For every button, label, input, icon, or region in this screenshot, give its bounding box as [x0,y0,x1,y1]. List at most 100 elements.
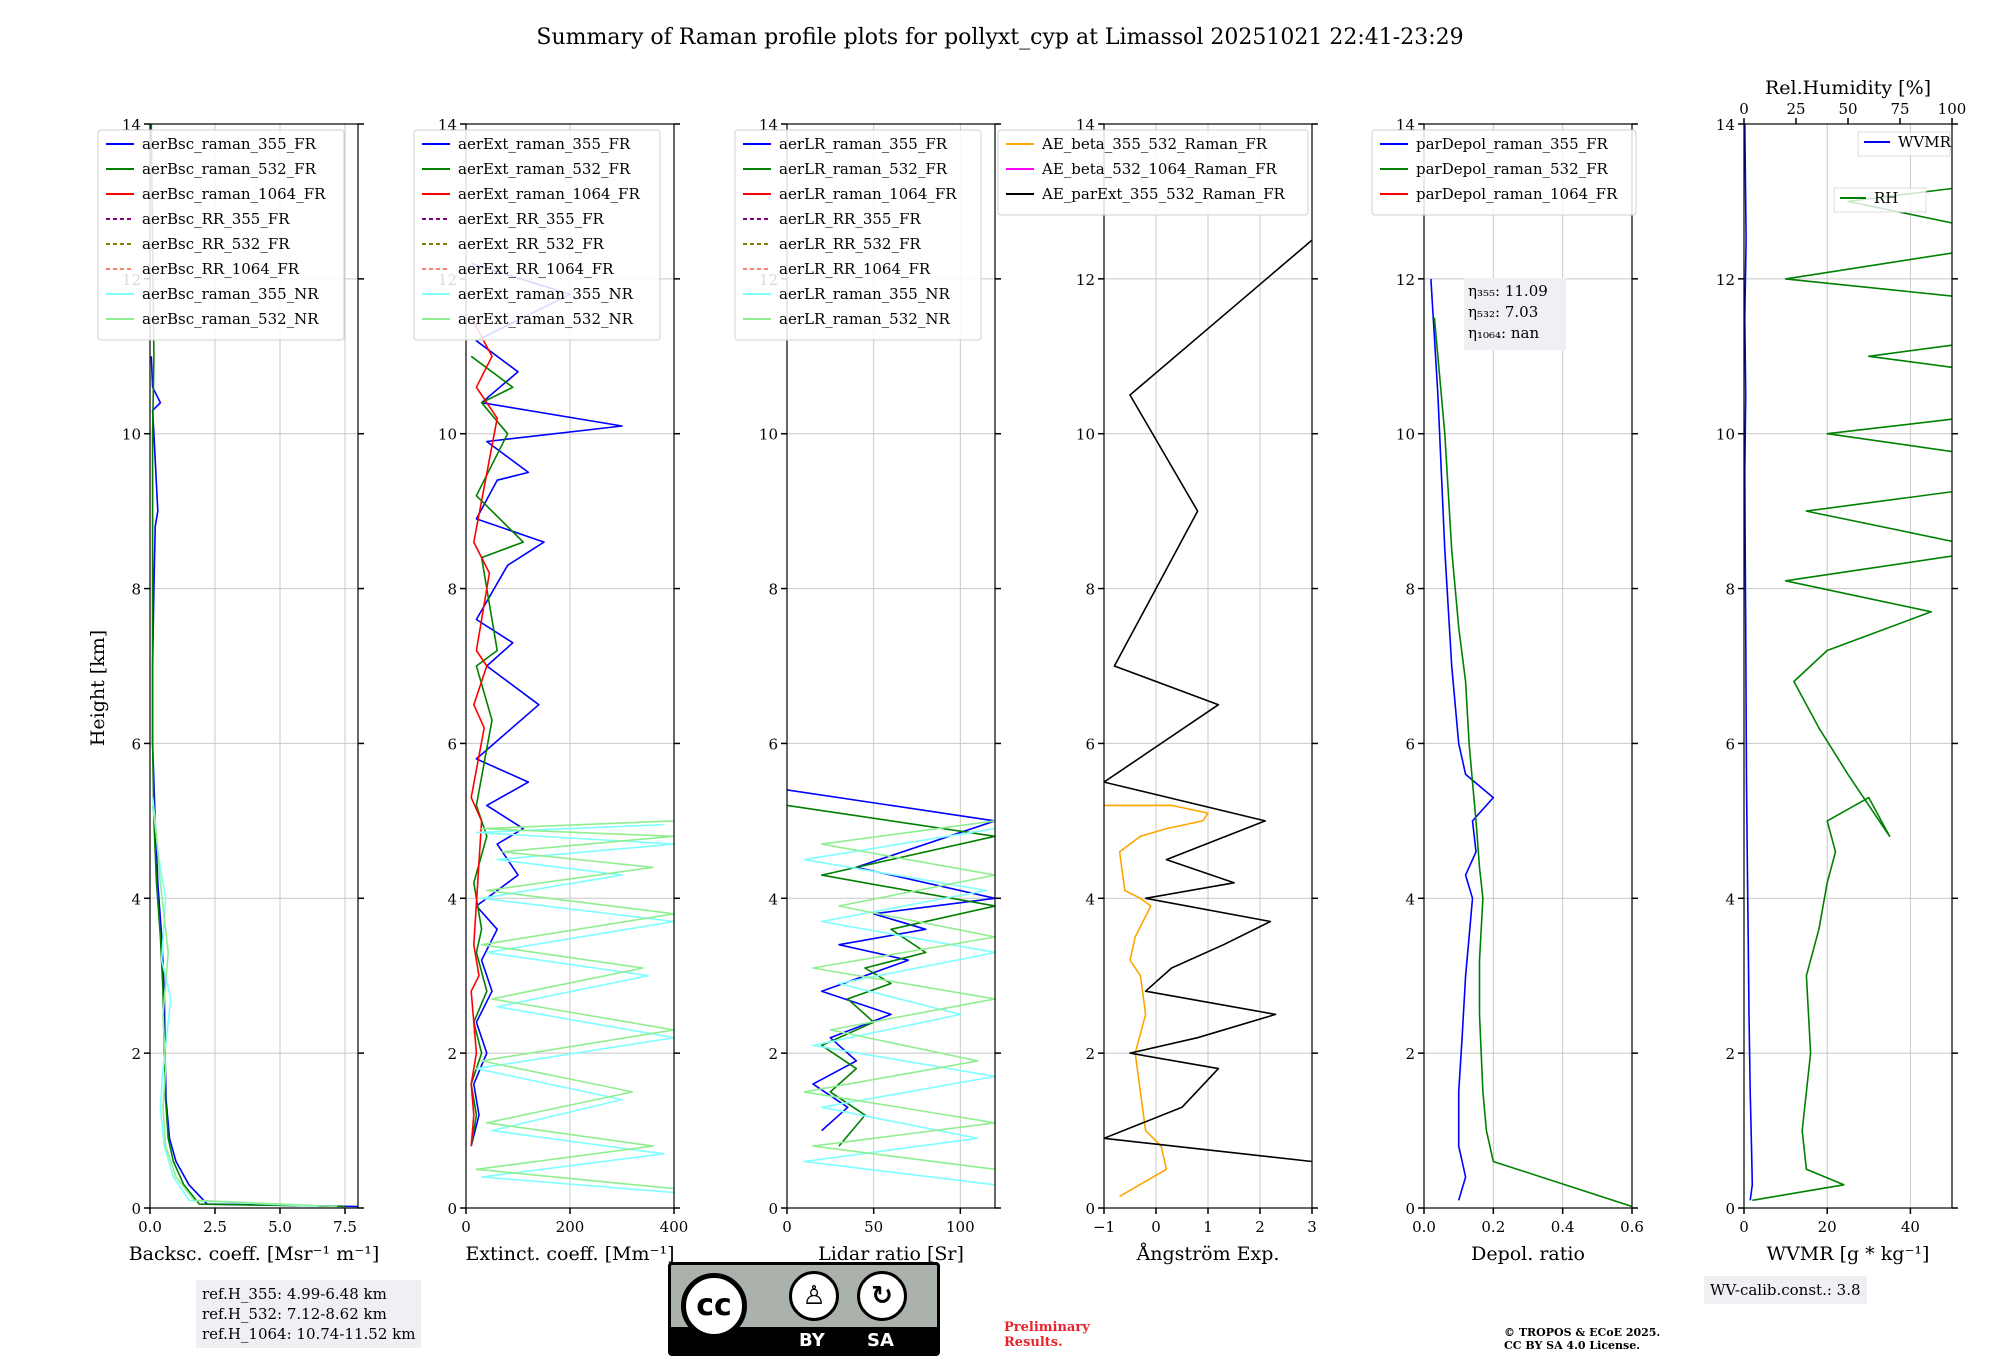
wv-top-x-tick-label: 100 [1938,100,1967,118]
legend-label-aerBsc_RR_532_FR: aerBsc_RR_532_FR [142,235,290,253]
series-WVMR [1744,124,1754,1201]
legend-label-aerLR_RR_355_FR: aerLR_RR_355_FR [779,210,921,228]
bsc-y-tick-label: 0 [131,1200,141,1218]
legend-label-aerBsc_raman_355_NR: aerBsc_raman_355_NR [142,285,319,303]
wv-top-x-tick-label: 0 [1739,100,1749,118]
ext-legend-box [413,129,661,341]
legend-label-aerExt_RR_1064_FR: aerExt_RR_1064_FR [458,260,614,278]
ae-y-tick-label: 2 [1085,1045,1095,1063]
legend-label-RH: RH [1874,189,1898,207]
wv-x-tick-label: 20 [1818,1218,1837,1236]
depol-y-tick-label: 4 [1405,890,1415,908]
depol-y-tick-label: 6 [1405,735,1415,753]
bsc-x-axis-label: Backsc. coeff. [Msr⁻¹ m⁻¹] [129,1243,380,1265]
ae-x-tick-label: 3 [1307,1218,1317,1236]
wv-calibration-box: WV-calib.const.: 3.8 [1704,1276,1867,1304]
depol-y-tick-label: 8 [1405,581,1415,599]
depol-frame [1423,123,1633,1209]
bsc-y-tick-label: 2 [131,1045,141,1063]
wv-legend-box [1833,187,1927,213]
ext-series-group [470,262,674,1194]
attribution-person-icon: ♙ [789,1271,839,1321]
series-aerExt_raman_355_FR [470,262,623,1147]
series-aerLR_raman_355_NR [803,827,995,1186]
ae-x-axis-label: Ångström Exp. [1136,1243,1280,1265]
legend-label-AE_beta_355_532_Raman_FR: AE_beta_355_532_Raman_FR [1041,135,1268,153]
refh-532-label: ref.H_532: 7.12-8.62 km [202,1305,387,1323]
depol-annotation-box [1464,278,1566,350]
ae-x-tick-label: −1 [1093,1218,1115,1236]
ext-y-tick-label: 8 [447,581,457,599]
depol-y-tick-label: 0 [1405,1200,1415,1218]
bsc-x-tick-label: 5.0 [268,1218,292,1236]
series-RH [1752,187,1952,1202]
bsc-series-group [150,124,358,1208]
wv-y-tick-label: 14 [1716,116,1735,134]
ae-y-tick-label: 10 [1076,426,1095,444]
wv-y-tick-label: 8 [1725,581,1735,599]
lr-y-tick-label: 8 [768,581,778,599]
wv-x-tick-label: 40 [1901,1218,1920,1236]
lr-x-tick-label: 50 [864,1218,883,1236]
lr-y-tick-label: 6 [768,735,778,753]
bsc-y-tick-label: 10 [122,426,141,444]
depol-y-tick-label: 12 [1396,271,1415,289]
lr-y-tick-label: 0 [768,1200,778,1218]
lr-y-tick-label: 4 [768,890,778,908]
bsc-x-tick-label: 2.5 [203,1218,227,1236]
ae-y-tick-label: 6 [1085,735,1095,753]
wv-top-x-tick-label: 50 [1838,100,1857,118]
refh-355-label: ref.H_355: 4.99-6.48 km [202,1285,387,1303]
reference-height-box: ref.H_355: 4.99-6.48 km ref.H_532: 7.12-… [196,1280,422,1348]
panel-ext: 024681012140200400Extinct. coeff. [Mm⁻¹]… [413,116,688,1265]
lr-series-group [787,789,995,1186]
wv-y-tick-label: 4 [1725,890,1735,908]
series-aerBsc_raman_532_FR [150,124,346,1208]
wv-y-tick-label: 10 [1716,426,1735,444]
lr-y-tick-label: 2 [768,1045,778,1063]
bsc-y-tick-label: 4 [131,890,141,908]
legend-label-parDepol_raman_532_FR: parDepol_raman_532_FR [1416,160,1609,178]
lr-x-tick-label: 0 [782,1218,792,1236]
legend-label-aerExt_raman_355_NR: aerExt_raman_355_NR [458,285,634,303]
series-aerBsc_raman_532_NR [151,805,338,1208]
series-aerExt_raman_532_NR [475,820,674,1190]
series-AE_parExt_355_532_Raman_FR [1104,239,1312,1163]
ae-x-tick-label: 0 [1151,1218,1161,1236]
wv-top-x-axis-label: Rel.Humidity [%] [1765,77,1931,99]
bsc-x-tick-label: 0.0 [138,1218,162,1236]
ext-y-tick-label: 10 [438,426,457,444]
legend-label-aerBsc_raman_532_NR: aerBsc_raman_532_NR [142,310,319,328]
depol-x-tick-label: 0.2 [1481,1218,1505,1236]
cc-by-sa-license-badge[interactable]: cc ♙ ↻ BY SA [668,1262,940,1356]
legend-label-aerExt_raman_532_NR: aerExt_raman_532_NR [458,310,634,328]
ae-y-tick-label: 12 [1076,271,1095,289]
legend-label-aerBsc_RR_1064_FR: aerBsc_RR_1064_FR [142,260,300,278]
wv-top-x-tick-label: 75 [1890,100,1909,118]
results-label: Results. [1004,1335,1063,1350]
lr-legend-box [734,129,982,341]
series-aerLR_raman_532_FR [787,804,995,1147]
wv-top-x-tick-label: 25 [1786,100,1805,118]
wv-legend-box [1857,131,1951,157]
depol-legend-box [1371,129,1637,216]
legend-label-aerExt_raman_532_FR: aerExt_raman_532_FR [458,160,631,178]
cc-by-label: BY [799,1330,825,1351]
legend-label-aerLR_raman_532_NR: aerLR_raman_532_NR [779,310,950,328]
series-aerLR_raman_355_FR [787,789,995,1132]
ae-y-tick-label: 8 [1085,581,1095,599]
legend-label-aerExt_RR_532_FR: aerExt_RR_532_FR [458,235,605,253]
cc-sa-label: SA [867,1330,894,1351]
ext-x-tick-label: 0 [461,1218,471,1236]
refh-1064-label: ref.H_1064: 10.74-11.52 km [202,1325,416,1343]
panel-lr: 02468101214050100Lidar ratio [Sr]aerLR_r… [734,116,1001,1265]
legend-label-AE_beta_532_1064_Raman_FR: AE_beta_532_1064_Raman_FR [1041,160,1277,178]
lr-y-tick-label: 10 [759,426,778,444]
legend-label-aerLR_raman_1064_FR: aerLR_raman_1064_FR [779,185,957,203]
ext-y-tick-label: 4 [447,890,457,908]
series-aerExt_raman_532_FR [470,355,525,1147]
legend-label-aerLR_raman_532_FR: aerLR_raman_532_FR [779,160,948,178]
